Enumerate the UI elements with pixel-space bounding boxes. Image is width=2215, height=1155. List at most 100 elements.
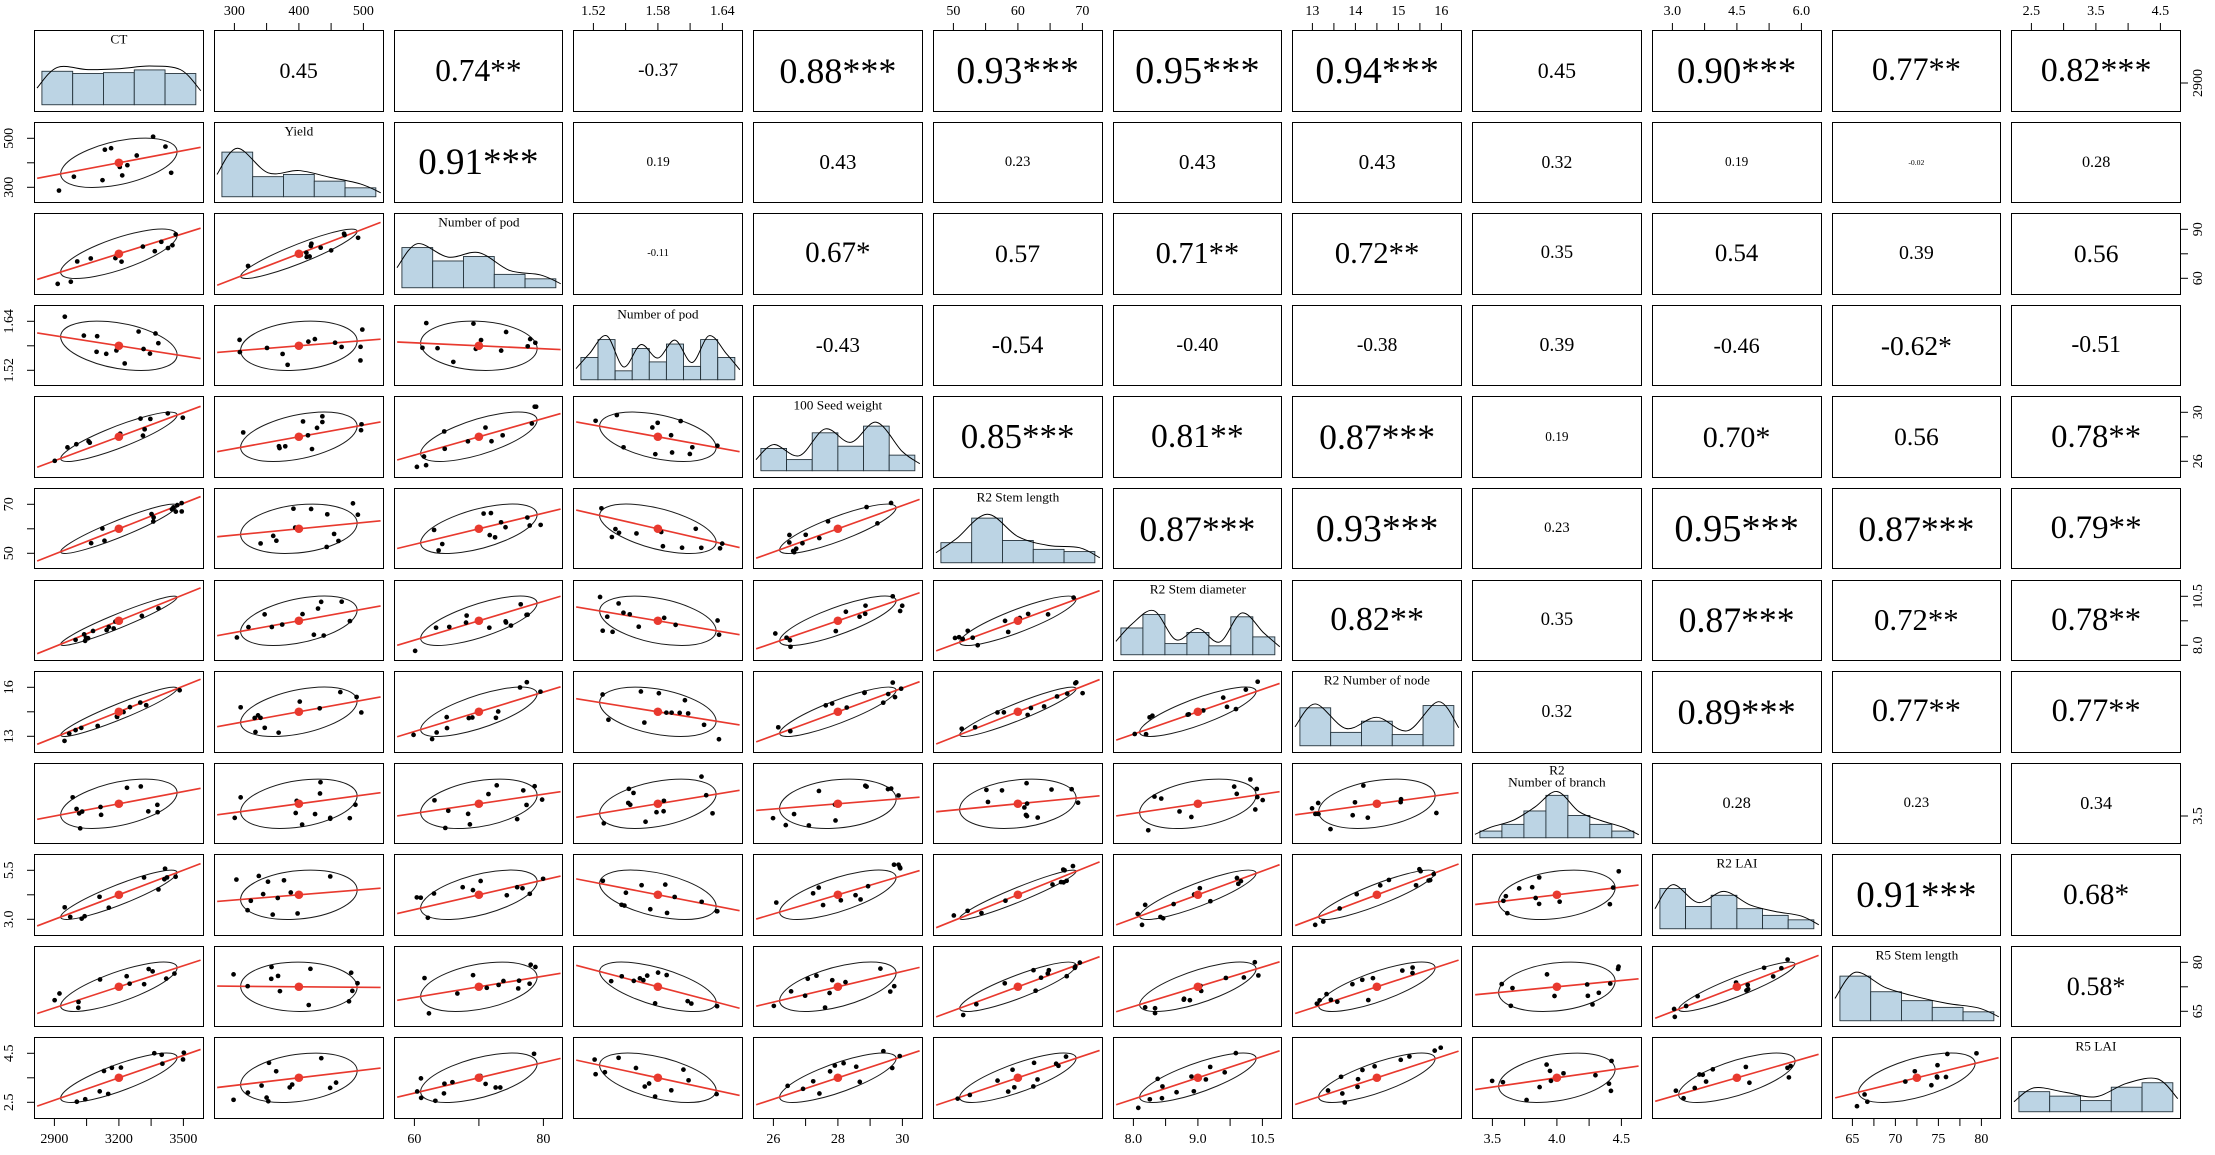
scatter-panel-10-2	[393, 945, 564, 1028]
data-point	[599, 505, 605, 511]
axis-tick-label: 5.5	[2, 862, 17, 879]
data-point	[349, 988, 355, 994]
data-point	[56, 187, 62, 193]
corr-panel-6-9: 0.87***	[1651, 579, 1822, 662]
data-point	[1610, 885, 1616, 891]
corr-panel-4-9: 0.70*	[1651, 396, 1822, 478]
histogram-bar	[1422, 705, 1455, 747]
correlation-ellipse	[217, 860, 381, 929]
data-point	[652, 1000, 658, 1006]
data-point	[1537, 1085, 1542, 1090]
correlation-ellipse	[38, 311, 200, 380]
histogram-bar	[1392, 734, 1424, 747]
axis-right-row2: 60 90	[2181, 213, 2215, 295]
data-point	[1489, 1078, 1495, 1084]
data-point	[168, 170, 174, 175]
correlation-ellipse	[1124, 681, 1270, 743]
histogram-bar	[1523, 810, 1547, 838]
corr-panel-2-6: 0.71**	[1112, 213, 1283, 295]
density-curve	[216, 147, 381, 193]
data-point	[1071, 594, 1076, 600]
data-point	[771, 1003, 777, 1009]
data-point	[880, 700, 886, 706]
mean-point	[294, 799, 303, 808]
data-point	[1058, 879, 1064, 885]
histogram-bar	[1299, 707, 1332, 747]
mean-point	[653, 432, 663, 442]
correlation-value: 0.45	[279, 57, 318, 83]
data-point	[240, 430, 246, 436]
scatter-panel-10-7	[1292, 945, 1462, 1028]
axis-tick-label: 1.64	[710, 4, 735, 19]
corr-panel-4-7: 0.87***	[1292, 396, 1462, 478]
correlation-value: 0.71**	[1155, 236, 1240, 271]
correlation-ellipse	[217, 311, 381, 380]
data-point	[142, 427, 147, 432]
correlation-value: 0.93***	[956, 49, 1079, 92]
histogram-bar	[72, 73, 104, 106]
axis-tick-label: 4.5	[1613, 1132, 1631, 1147]
scatter-panel-6-1	[213, 579, 384, 662]
corr-panel-4-6: 0.81**	[1112, 396, 1283, 478]
data-point	[1410, 970, 1416, 976]
data-point	[664, 910, 670, 916]
scatter-svg	[1473, 1038, 1641, 1118]
data-point	[441, 429, 447, 435]
data-point	[1743, 987, 1749, 993]
data-point	[1340, 1091, 1345, 1097]
axis-tick-label: 80	[536, 1132, 550, 1147]
scatter-panel-8-1	[213, 762, 384, 845]
corr-panel-0-11: 0.82***	[2011, 30, 2181, 112]
data-point	[1504, 911, 1510, 916]
data-point	[119, 259, 124, 265]
corr-panel-4-11: 0.78**	[2011, 396, 2181, 478]
data-point	[492, 534, 497, 540]
data-point	[141, 981, 147, 987]
data-point	[1314, 1001, 1320, 1006]
axis-tick-label: 16	[2, 680, 17, 694]
mean-point	[114, 341, 124, 350]
variable-label: CT	[110, 32, 127, 47]
mean-point	[833, 707, 843, 717]
axis-bottom-col4: 26 28 30	[753, 1119, 923, 1155]
data-point	[347, 618, 353, 623]
correlation-value: 0.28	[2081, 152, 2111, 171]
correlation-value: 0.57	[995, 238, 1041, 268]
data-point	[106, 624, 112, 629]
data-point	[67, 914, 73, 920]
correlation-ellipse	[44, 222, 195, 286]
mean-point	[1013, 616, 1022, 625]
data-point	[318, 1056, 324, 1061]
data-point	[978, 910, 984, 916]
data-point	[306, 1002, 311, 1008]
corr-panel-2-3: -0.11	[573, 213, 743, 295]
axis-tick-label: 70	[1888, 1132, 1902, 1147]
correlation-ellipse	[400, 495, 557, 562]
data-point	[105, 1091, 111, 1097]
data-point	[716, 631, 722, 637]
data-point	[1500, 1080, 1506, 1085]
data-point	[1005, 1089, 1011, 1095]
data-point	[1398, 1057, 1404, 1063]
axis-right-row6: 8.0 10.5	[2181, 580, 2215, 662]
correlation-ellipse	[951, 867, 1084, 924]
histogram-bar	[940, 542, 972, 564]
correlation-ellipse	[46, 1047, 192, 1109]
data-point	[299, 821, 305, 827]
data-point	[111, 625, 117, 631]
data-point	[517, 685, 522, 690]
correlation-ellipse	[39, 770, 199, 838]
data-point	[673, 622, 679, 627]
data-point	[899, 602, 905, 608]
correlation-value: 0.58*	[2066, 971, 2126, 1001]
data-point	[784, 634, 789, 640]
mean-point	[114, 158, 124, 167]
data-point	[82, 914, 88, 919]
data-point	[421, 454, 426, 460]
corr-panel-5-8: 0.23	[1472, 487, 1642, 570]
histogram-bar	[1501, 823, 1525, 838]
data-point	[355, 512, 361, 517]
data-point	[238, 794, 243, 800]
histogram-bar	[837, 446, 864, 472]
data-point	[841, 1061, 846, 1066]
